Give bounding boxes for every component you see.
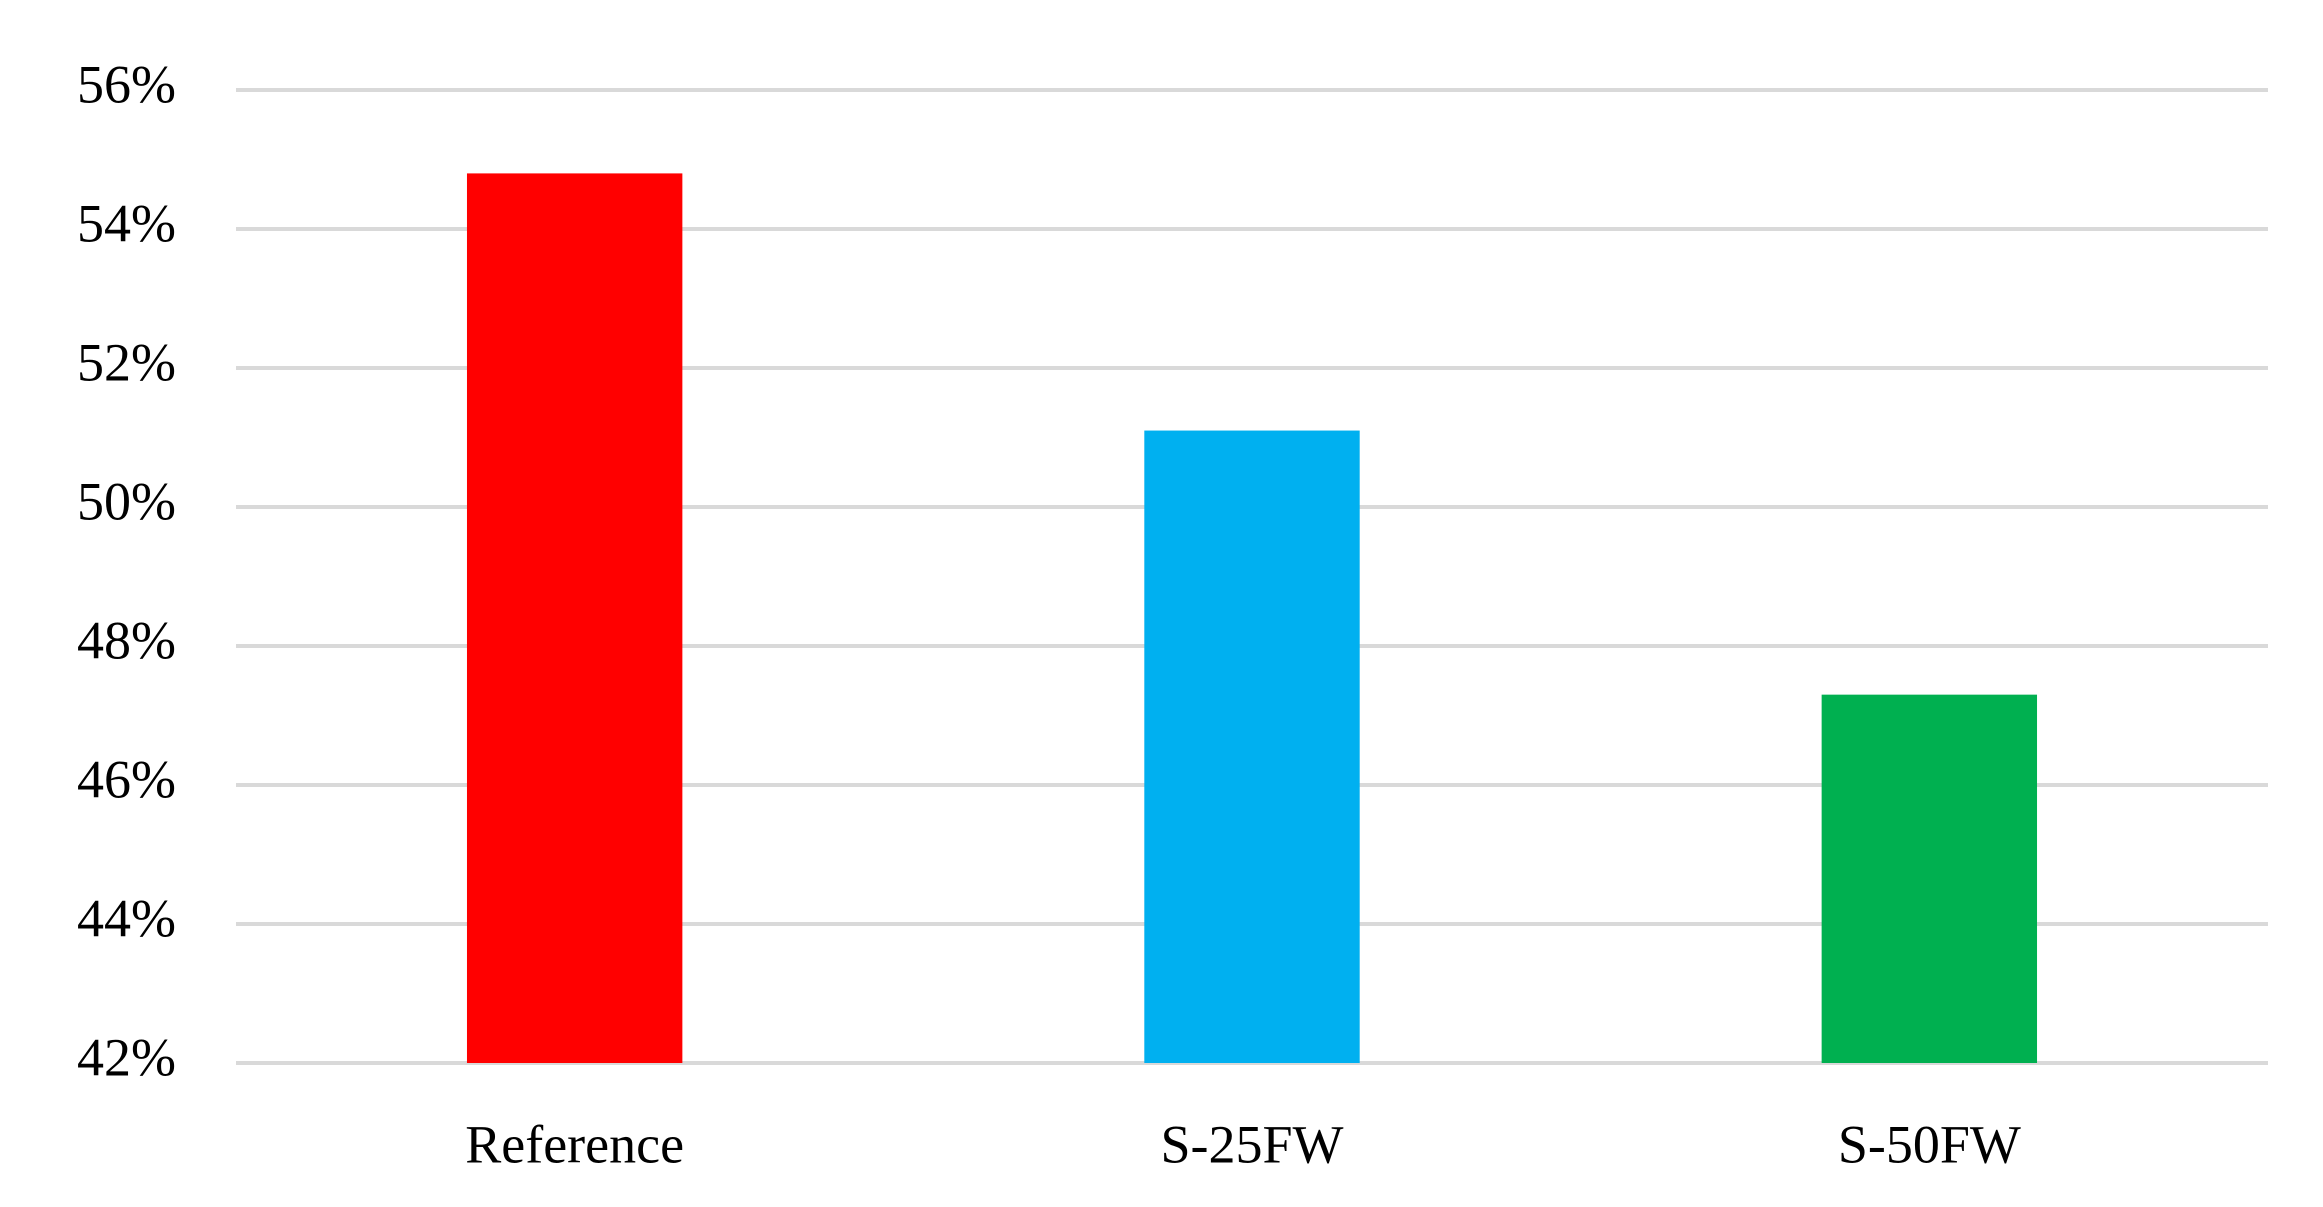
- x-tick-label: Reference: [465, 1114, 684, 1174]
- y-tick-label: 52%: [77, 332, 176, 392]
- x-tick-label: S-25FW: [1160, 1114, 1343, 1174]
- y-tick-label: 48%: [77, 610, 176, 670]
- y-tick-label: 50%: [77, 471, 176, 531]
- y-tick-label: 46%: [77, 749, 176, 809]
- y-tick-label: 56%: [77, 54, 176, 114]
- bar: [1821, 694, 2038, 1063]
- y-tick-label: 42%: [77, 1027, 176, 1087]
- bar: [1144, 430, 1360, 1063]
- y-tick-label: 54%: [77, 193, 176, 253]
- y-tick-label: 44%: [77, 888, 176, 948]
- x-tick-label: S-50FW: [1838, 1114, 2021, 1174]
- bar: [466, 173, 683, 1063]
